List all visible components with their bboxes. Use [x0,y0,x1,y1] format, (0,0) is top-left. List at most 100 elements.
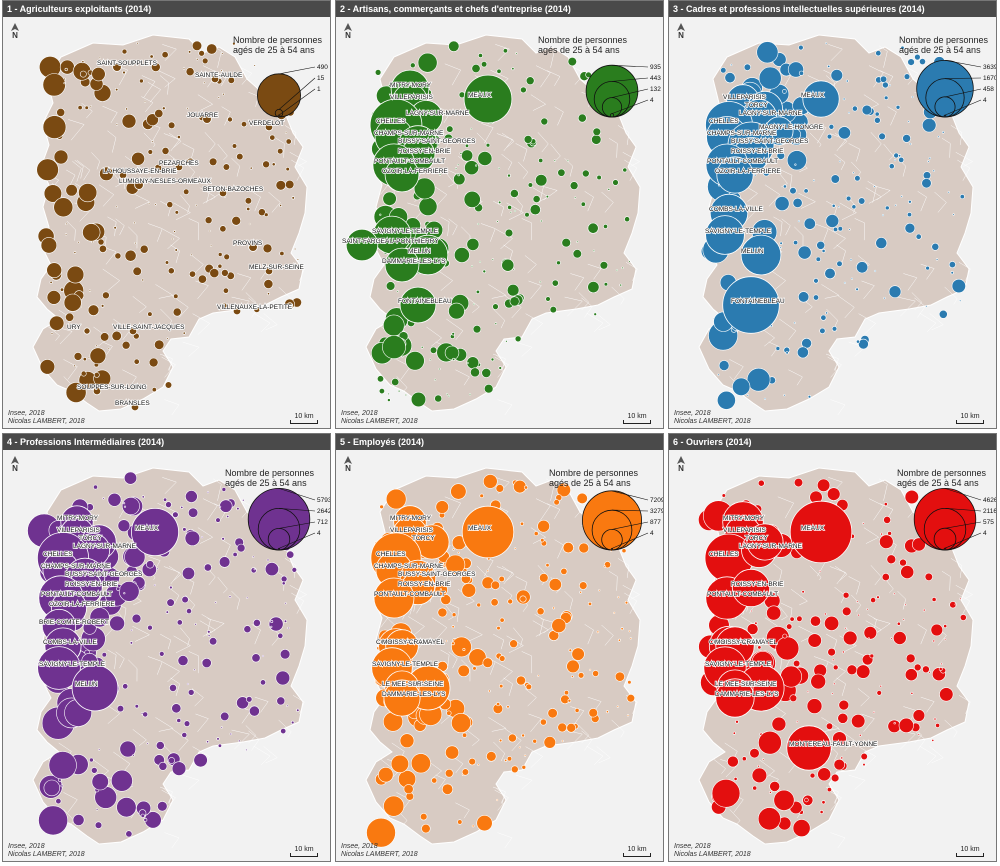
legend-value: 712 [317,519,328,526]
commune-symbol [810,615,822,627]
commune-symbol [141,278,145,282]
commune-symbol [524,485,529,490]
commune-symbol [622,167,628,173]
commune-symbol [252,618,261,627]
legend-title: Nombre de personnes agés de 25 à 54 ans [538,35,638,55]
commune-symbol [117,519,131,532]
proportional-symbols [366,474,635,848]
commune-symbol [545,563,550,568]
commune-symbol [924,572,933,581]
commune-symbol [460,573,471,584]
commune-symbol [495,484,505,493]
commune-symbol [833,226,839,232]
map-panel-1: 1 - Agriculteurs exploitants (2014) SAIN… [2,0,331,429]
commune-symbol [217,263,223,269]
commune-symbol [603,223,608,229]
town-symbol [83,327,91,335]
town-label: LAGNY-SUR-MARNE [739,543,803,550]
proportional-symbols [698,477,967,838]
legend-value: 935 [650,64,661,71]
commune-symbol [562,541,574,554]
commune-symbol [883,502,888,507]
commune-symbol [438,367,441,371]
town-label: VILLEPARISIS [390,527,434,534]
commune-symbol [833,682,836,686]
commune-symbol [238,739,241,743]
commune-symbol [851,714,866,729]
commune-symbol [537,674,540,677]
proportional-symbols [27,471,300,838]
commune-symbol [879,75,888,83]
commune-symbol [221,487,227,492]
commune-symbol [132,754,135,757]
commune-symbol [182,566,196,580]
commune-symbol [198,50,205,57]
source-line2: Nicolas LAMBERT, 2018 [8,851,85,858]
commune-symbol [490,580,500,590]
town-label: VILLEPARISIS [723,94,767,101]
town-label: VILLEPARISIS [390,94,434,101]
commune-symbol [624,600,629,605]
commune-symbol [167,121,176,130]
commune-symbol [252,555,255,558]
commune-symbol [825,722,834,730]
commune-symbol [477,151,493,166]
town-symbol [399,286,437,324]
commune-symbol [899,558,907,567]
commune-symbol [718,360,730,371]
commune-symbol [951,278,966,294]
commune-symbol [572,249,582,259]
commune-symbol [621,548,627,554]
commune-symbol [514,547,517,550]
town-symbol [731,568,771,608]
commune-symbol [883,516,891,524]
commune-symbol [792,197,803,208]
map-canvas: MEAUX VILLEPARISISTORCYLAGNY-SUR-MARNECHE… [698,34,996,416]
commune-symbol [413,177,436,200]
commune-symbol [843,281,846,285]
commune-symbol [915,233,922,240]
commune-symbol [592,670,599,677]
town-symbol [37,646,81,690]
commune-symbol [813,278,819,284]
commune-symbol [911,537,926,552]
commune-symbol [183,720,191,727]
commune-symbol [56,108,66,117]
north-label: N [345,464,351,473]
town-label: MELUN [741,681,764,688]
commune-symbol [831,326,838,332]
commune-symbol [124,546,146,568]
commune-symbol [84,105,89,110]
town-label: ROISSY-EN-BRIE [398,148,451,155]
commune-symbol [451,332,455,336]
commune-symbol [866,608,869,611]
commune-symbol [124,471,138,485]
commune-symbol [753,173,757,177]
commune-symbol [59,59,75,75]
town-label: PONTAULT-COMBAULT [707,591,778,598]
source-line2: Nicolas LAMBERT, 2018 [8,418,85,425]
commune-symbol [280,728,287,735]
commune-symbol [794,163,797,166]
legend-symbols: 4626 2116 575 4 [913,487,996,551]
commune-symbol [464,160,479,176]
source-line2: Nicolas LAMBERT, 2018 [341,418,418,425]
town-label: CHAMPS-SUR-MARNE [41,563,111,570]
commune-symbol [831,203,836,208]
commune-symbol [549,306,557,314]
town-label: VILLEPARISIS [57,527,101,534]
commune-symbol [959,299,962,302]
commune-symbol [174,248,178,252]
commune-symbol [98,748,101,751]
commune-symbol [63,293,82,312]
commune-symbol [486,569,490,573]
commune-symbol [577,672,585,679]
commune-symbol [448,302,465,320]
commune-symbol [902,618,905,621]
commune-symbol [717,373,720,376]
commune-symbol [231,216,241,226]
commune-symbol [133,221,136,224]
commune-symbol [626,714,630,717]
commune-symbol [806,690,809,693]
commune-symbol [452,548,455,551]
